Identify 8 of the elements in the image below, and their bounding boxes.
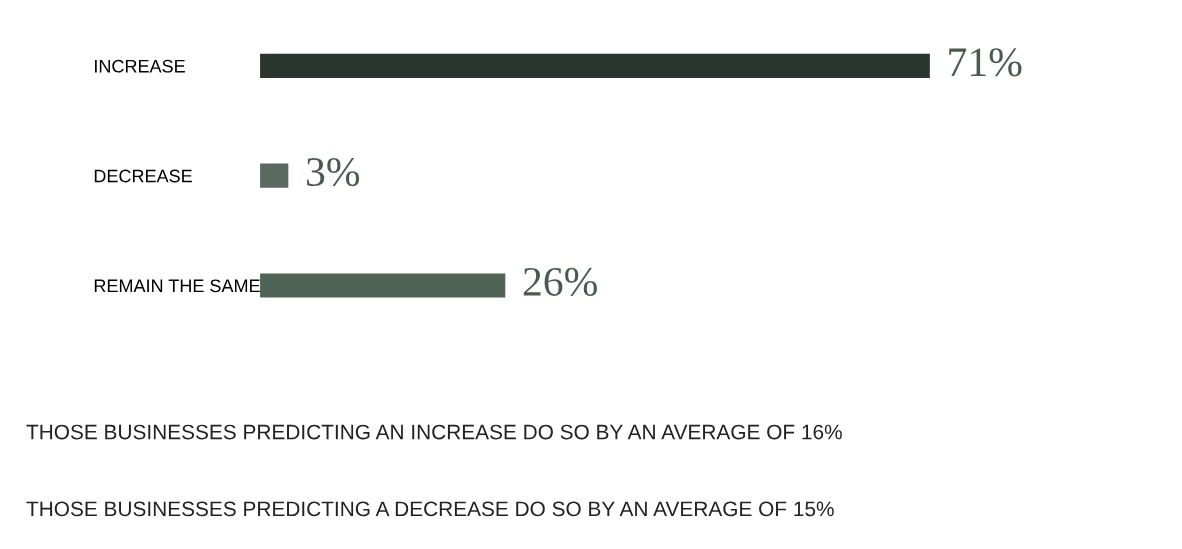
y-tick-label: DECREASE xyxy=(94,169,192,183)
text: THOSE BUSINESSES PREDICTING AN INCREASE DO SO BY AN AVERAGE OF 16% xyxy=(26,424,842,440)
data-label: 3% xyxy=(307,157,360,187)
data-label: 71% xyxy=(949,48,1022,77)
text: THOSE BUSINESSES PREDICTING A DECREASE DO SO BY AN AVERAGE OF 15% xyxy=(26,501,834,517)
y-tick-label: REMAIN THE SAME xyxy=(94,279,260,293)
data-label: 26% xyxy=(523,267,597,297)
y-tick-label: INCREASE xyxy=(95,59,185,73)
